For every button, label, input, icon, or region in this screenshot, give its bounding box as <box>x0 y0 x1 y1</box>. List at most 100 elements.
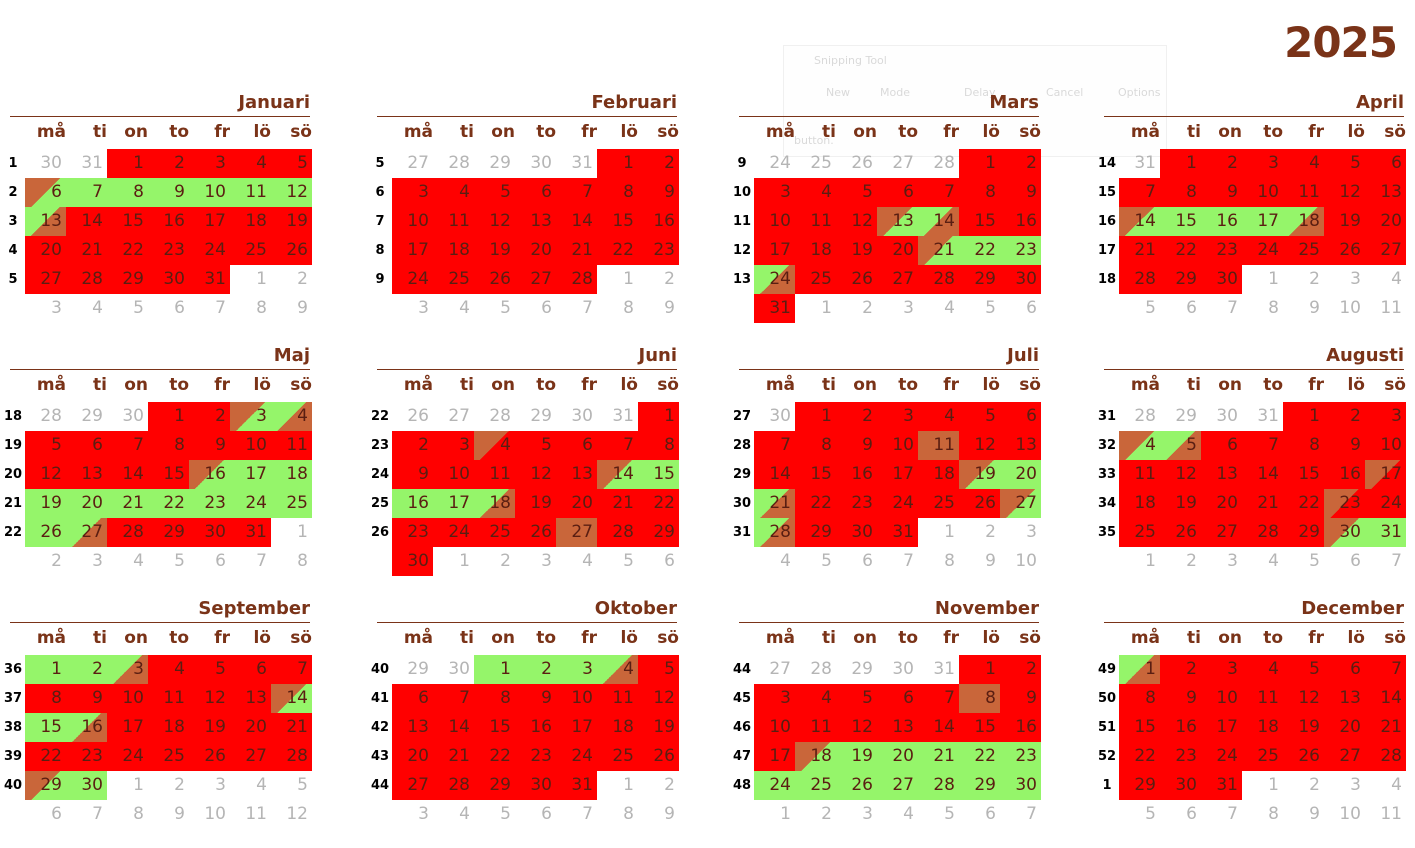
day-cell-adjacent[interactable]: 26 <box>407 406 429 426</box>
day-cell[interactable]: 15 <box>474 713 515 742</box>
day-cell[interactable]: 26 <box>515 518 556 547</box>
day-cell-adjacent[interactable]: 1 <box>780 804 791 824</box>
day-cell-adjacent[interactable]: 3 <box>51 298 62 318</box>
day-cell[interactable]: 24 <box>754 265 795 294</box>
day-cell[interactable]: 12 <box>638 684 679 713</box>
day-cell[interactable]: 4 <box>271 402 312 431</box>
day-cell[interactable]: 11 <box>795 207 836 236</box>
day-cell[interactable]: 6 <box>1000 402 1041 431</box>
day-cell[interactable]: 16 <box>1324 460 1365 489</box>
day-cell[interactable]: 2 <box>1160 655 1201 684</box>
day-cell[interactable]: 7 <box>66 178 107 207</box>
day-cell[interactable]: 23 <box>638 236 679 265</box>
day-cell[interactable]: 23 <box>1000 236 1041 265</box>
day-cell[interactable]: 14 <box>271 684 312 713</box>
day-cell[interactable]: 16 <box>638 207 679 236</box>
day-cell-adjacent[interactable]: 26 <box>851 153 873 173</box>
day-cell-adjacent[interactable]: 3 <box>215 775 226 795</box>
day-cell[interactable]: 26 <box>1283 742 1324 771</box>
day-cell[interactable]: 15 <box>107 207 148 236</box>
day-cell[interactable]: 25 <box>271 489 312 518</box>
day-cell[interactable]: 27 <box>25 265 66 294</box>
day-cell[interactable]: 13 <box>1000 431 1041 460</box>
day-cell[interactable]: 14 <box>107 460 148 489</box>
day-cell-adjacent[interactable]: 28 <box>1134 406 1156 426</box>
day-cell[interactable]: 4 <box>1242 655 1283 684</box>
day-cell-adjacent[interactable]: 2 <box>174 775 185 795</box>
day-cell[interactable]: 4 <box>230 149 271 178</box>
day-cell-adjacent[interactable]: 2 <box>1309 775 1320 795</box>
day-cell[interactable]: 11 <box>597 684 638 713</box>
day-cell-adjacent[interactable]: 5 <box>1309 551 1320 571</box>
day-cell[interactable]: 13 <box>230 684 271 713</box>
day-cell[interactable]: 19 <box>638 713 679 742</box>
day-cell[interactable]: 24 <box>556 742 597 771</box>
day-cell[interactable]: 25 <box>795 265 836 294</box>
day-cell-adjacent[interactable]: 1 <box>297 522 308 542</box>
day-cell-adjacent[interactable]: 7 <box>1391 551 1402 571</box>
day-cell[interactable]: 3 <box>230 402 271 431</box>
day-cell[interactable]: 16 <box>836 460 877 489</box>
day-cell-adjacent[interactable]: 7 <box>92 804 103 824</box>
day-cell-adjacent[interactable]: 30 <box>122 406 144 426</box>
day-cell[interactable]: 9 <box>1000 178 1041 207</box>
day-cell[interactable]: 3 <box>1201 655 1242 684</box>
day-cell[interactable]: 24 <box>392 265 433 294</box>
day-cell[interactable]: 8 <box>148 431 189 460</box>
day-cell-adjacent[interactable]: 7 <box>1026 804 1037 824</box>
day-cell[interactable]: 22 <box>959 236 1000 265</box>
day-cell[interactable]: 15 <box>148 460 189 489</box>
day-cell-adjacent[interactable]: 8 <box>1268 298 1279 318</box>
day-cell[interactable]: 20 <box>877 742 918 771</box>
day-cell[interactable]: 22 <box>1119 742 1160 771</box>
day-cell[interactable]: 11 <box>433 207 474 236</box>
day-cell[interactable]: 1 <box>1160 149 1201 178</box>
day-cell[interactable]: 23 <box>189 489 230 518</box>
day-cell-adjacent[interactable]: 1 <box>1268 269 1279 289</box>
day-cell[interactable]: 15 <box>1283 460 1324 489</box>
day-cell[interactable]: 17 <box>1201 713 1242 742</box>
day-cell[interactable]: 28 <box>918 771 959 800</box>
day-cell[interactable]: 31 <box>189 265 230 294</box>
day-cell[interactable]: 1 <box>474 655 515 684</box>
day-cell[interactable]: 8 <box>1119 684 1160 713</box>
day-cell-adjacent[interactable]: 4 <box>133 551 144 571</box>
day-cell[interactable]: 29 <box>959 771 1000 800</box>
day-cell-adjacent[interactable]: 3 <box>418 804 429 824</box>
day-cell-adjacent[interactable]: 6 <box>1350 551 1361 571</box>
day-cell[interactable]: 12 <box>515 460 556 489</box>
day-cell[interactable]: 20 <box>66 489 107 518</box>
day-cell-adjacent[interactable]: 6 <box>215 551 226 571</box>
day-cell-adjacent[interactable]: 2 <box>664 775 675 795</box>
day-cell-adjacent[interactable]: 5 <box>821 551 832 571</box>
day-cell[interactable]: 15 <box>959 713 1000 742</box>
day-cell-adjacent[interactable]: 8 <box>623 298 634 318</box>
day-cell[interactable]: 28 <box>107 518 148 547</box>
day-cell[interactable]: 13 <box>515 207 556 236</box>
day-cell[interactable]: 2 <box>1000 655 1041 684</box>
day-cell[interactable]: 8 <box>107 178 148 207</box>
day-cell[interactable]: 30 <box>392 547 433 576</box>
day-cell[interactable]: 12 <box>474 207 515 236</box>
day-cell-adjacent[interactable]: 3 <box>92 551 103 571</box>
day-cell[interactable]: 28 <box>271 742 312 771</box>
day-cell[interactable]: 15 <box>1119 713 1160 742</box>
day-cell[interactable]: 22 <box>959 742 1000 771</box>
day-cell-adjacent[interactable]: 5 <box>1145 804 1156 824</box>
day-cell-adjacent[interactable]: 10 <box>1339 298 1361 318</box>
day-cell[interactable]: 6 <box>1324 655 1365 684</box>
day-cell-adjacent[interactable]: 3 <box>541 551 552 571</box>
day-cell[interactable]: 20 <box>1324 713 1365 742</box>
day-cell[interactable]: 14 <box>918 207 959 236</box>
day-cell[interactable]: 10 <box>1201 684 1242 713</box>
day-cell[interactable]: 10 <box>392 207 433 236</box>
day-cell[interactable]: 18 <box>1242 713 1283 742</box>
day-cell[interactable]: 9 <box>189 431 230 460</box>
day-cell[interactable]: 10 <box>230 431 271 460</box>
day-cell[interactable]: 31 <box>1365 518 1406 547</box>
day-cell-adjacent[interactable]: 28 <box>448 153 470 173</box>
day-cell[interactable]: 19 <box>25 489 66 518</box>
day-cell[interactable]: 30 <box>515 771 556 800</box>
day-cell[interactable]: 5 <box>959 402 1000 431</box>
day-cell-adjacent[interactable]: 2 <box>1186 551 1197 571</box>
